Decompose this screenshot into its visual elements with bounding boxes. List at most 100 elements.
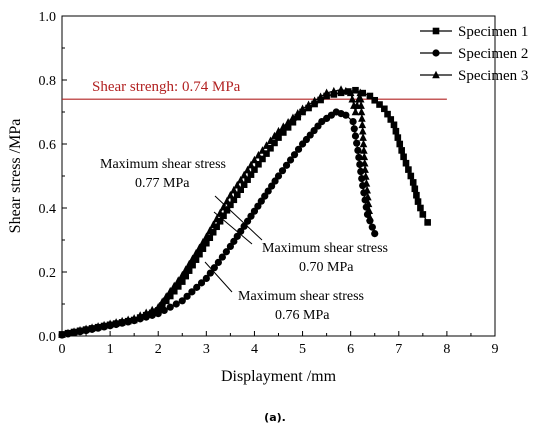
series-specimen-3 [58, 85, 374, 338]
data-point [284, 124, 292, 131]
data-point [358, 114, 366, 122]
data-point [259, 155, 266, 163]
data-point [227, 201, 234, 209]
y-tick-label: 1.0 [39, 10, 57, 25]
data-point [354, 146, 362, 154]
data-point [362, 179, 371, 187]
data-point [280, 129, 287, 136]
data-point [154, 310, 162, 318]
data-point [64, 328, 72, 337]
data-point [202, 232, 211, 241]
data-point [223, 196, 231, 205]
data-point [251, 166, 258, 173]
data-point [424, 219, 431, 226]
x-tick-label: 5 [299, 342, 306, 357]
y-tick-label: 0.0 [39, 330, 57, 345]
data-point [148, 305, 157, 314]
data-point [366, 213, 374, 221]
data-point [166, 303, 174, 311]
data-point [142, 308, 150, 317]
data-point [274, 126, 283, 135]
x-tick-label: 7 [395, 342, 402, 357]
legend-label: Specimen 1 [458, 24, 528, 40]
data-point [274, 172, 283, 180]
data-point [172, 300, 180, 308]
data-point [357, 167, 365, 176]
data-point [258, 146, 267, 154]
data-point [233, 180, 242, 189]
data-point [226, 242, 234, 250]
data-point [275, 134, 282, 141]
legend: Specimen 1 Specimen 2 Specimen 3 [420, 24, 528, 84]
data-point [247, 160, 255, 169]
data-point [210, 264, 218, 272]
data-point [162, 297, 170, 305]
x-tick-label: 2 [155, 342, 162, 357]
data-point [407, 172, 415, 180]
data-point [267, 144, 274, 152]
data-point [400, 153, 407, 161]
data-point [247, 212, 255, 220]
data-point [316, 92, 325, 101]
data-point [222, 248, 230, 256]
data-point [284, 117, 292, 126]
data-point [181, 265, 190, 274]
data-point [263, 150, 270, 157]
data-point [289, 113, 297, 122]
data-point [192, 256, 200, 263]
data-point [394, 134, 402, 141]
data-point [166, 286, 175, 295]
annotation-text: 0.77 MPa [135, 176, 190, 191]
data-point [414, 198, 422, 205]
data-point [205, 226, 214, 235]
data-point [360, 146, 368, 154]
data-point [371, 230, 379, 238]
data-point [158, 302, 166, 309]
annotation-2: Maximum shear stress 0.70 MPa [213, 211, 388, 275]
data-point [154, 302, 163, 311]
series-group [58, 85, 431, 339]
data-point [392, 127, 400, 135]
data-point [342, 86, 350, 95]
data-point [94, 322, 102, 330]
data-point [271, 139, 278, 147]
x-tick-label: 4 [251, 342, 258, 357]
data-point [250, 155, 259, 164]
data-point [214, 258, 222, 266]
data-point [250, 207, 259, 215]
annotation-leader [213, 211, 253, 245]
legend-item-2: Specimen 2 [420, 46, 528, 62]
data-point [387, 116, 395, 123]
data-point [230, 237, 238, 245]
data-point [361, 165, 369, 173]
data-point [240, 170, 248, 179]
data-point [216, 217, 224, 225]
data-point [360, 152, 369, 161]
data-point [230, 185, 238, 194]
data-point [371, 96, 379, 104]
data-point [357, 107, 366, 116]
data-point [170, 281, 179, 290]
data-point [230, 196, 238, 204]
annotation-leader [204, 261, 233, 293]
data-point [100, 320, 108, 329]
data-point [218, 253, 226, 261]
x-tick-label: 9 [492, 342, 499, 357]
data-point [254, 202, 262, 210]
data-point [255, 160, 262, 168]
data-point [348, 94, 357, 103]
annotation-text: 0.76 MPa [275, 308, 330, 323]
data-point [70, 327, 78, 335]
data-point [384, 110, 391, 118]
data-point [226, 190, 235, 199]
shear-strength-label: Shear strengh: 0.74 MPa [92, 79, 241, 95]
data-point [243, 165, 252, 174]
data-point [358, 120, 367, 129]
data-point [178, 270, 187, 279]
x-axis-label: Displayment /mm [221, 368, 337, 385]
data-point [199, 245, 207, 252]
data-point [349, 118, 357, 126]
x-tick-label: 0 [59, 342, 66, 357]
data-point [413, 191, 420, 199]
data-point [289, 118, 297, 126]
